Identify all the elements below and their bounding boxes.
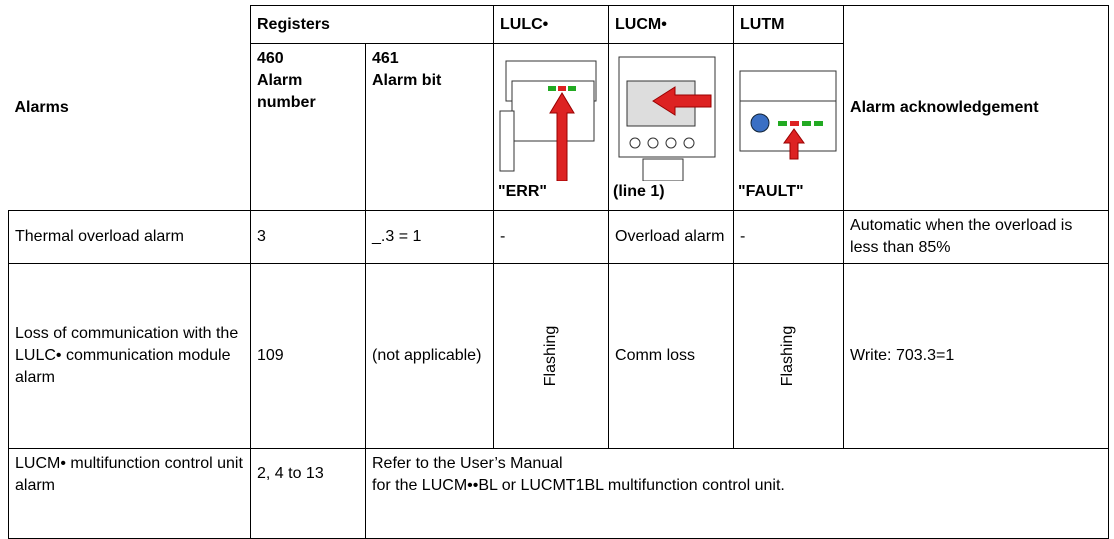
line: Refer to the User’s Manual xyxy=(372,455,563,472)
row: LUCM• multifunction control unit alarm 2… xyxy=(8,448,1110,539)
cell: 2, 4 to 13 xyxy=(250,448,366,539)
header-cell: Registers xyxy=(249,5,495,44)
header-cell: Alarm acknowledgement xyxy=(843,5,1110,211)
rotated-text: Flashing xyxy=(542,325,560,387)
header-cell: "ERR" xyxy=(493,43,610,211)
lutm-illustration xyxy=(739,70,837,160)
cell: Automatic when the overload is less than… xyxy=(843,210,1110,264)
cell: 3 xyxy=(250,210,366,264)
line: for the LUCM••BL or LUCMT1BL multifuncti… xyxy=(372,477,785,494)
display-label: (line 1) xyxy=(613,183,665,200)
header-row: Alarms Registers LULC• LUCM• LUTM Alarm … xyxy=(8,5,1110,211)
cell: Thermal overload alarm xyxy=(8,210,251,264)
line: 460 xyxy=(257,50,284,67)
page: Alarms Registers LULC• LUCM• LUTM Alarm … xyxy=(8,5,1110,539)
header-cell: 461 Alarm bit xyxy=(364,43,495,211)
cell: Refer to the User’s Manual for the LUCM••… xyxy=(364,448,1110,539)
header-cell: LUCM• xyxy=(608,5,735,44)
alarm-table: Alarms Registers LULC• LUCM• LUTM Alarm … xyxy=(8,5,1110,539)
cell: Flashing xyxy=(493,263,610,449)
cell: Flashing xyxy=(733,263,845,449)
lulc-illustration xyxy=(499,60,597,181)
cell: (not applicable) xyxy=(364,263,495,449)
header-cell: LUTM xyxy=(733,5,845,44)
line: Alarm bit xyxy=(372,72,442,89)
header-row: 460 Alarm number 461 Alarm bit "ERR" (line… xyxy=(9,43,1109,211)
cell: - xyxy=(493,210,610,264)
header-cell: Alarms xyxy=(8,5,251,211)
cell: - xyxy=(733,210,845,264)
line: Alarm number xyxy=(257,72,316,111)
cell: LUCM• multifunction control unit alarm xyxy=(8,448,251,539)
cell: Comm loss xyxy=(608,263,735,449)
header-cell: "FAULT" xyxy=(733,43,845,211)
rotated-text: Flashing xyxy=(779,325,797,387)
display-label: "ERR" xyxy=(498,183,547,200)
header-cell: LULC• xyxy=(493,5,610,44)
cell: _.3 = 1 xyxy=(364,210,495,264)
display-label: "FAULT" xyxy=(738,183,804,200)
row: Loss of communication with the LULC• com… xyxy=(8,263,1110,449)
cell: 109 xyxy=(250,263,366,449)
lucm-illustration xyxy=(618,56,716,181)
header-cell: 460 Alarm number xyxy=(250,43,366,211)
line: 461 xyxy=(372,50,399,67)
header-cell: (line 1) xyxy=(608,43,735,211)
cell: Overload alarm xyxy=(608,210,735,264)
cell: Write: 703.3=1 xyxy=(843,263,1110,449)
row: Thermal overload alarm 3 _.3 = 1 - Overl… xyxy=(8,210,1110,264)
cell: Loss of communication with the LULC• com… xyxy=(8,263,251,449)
